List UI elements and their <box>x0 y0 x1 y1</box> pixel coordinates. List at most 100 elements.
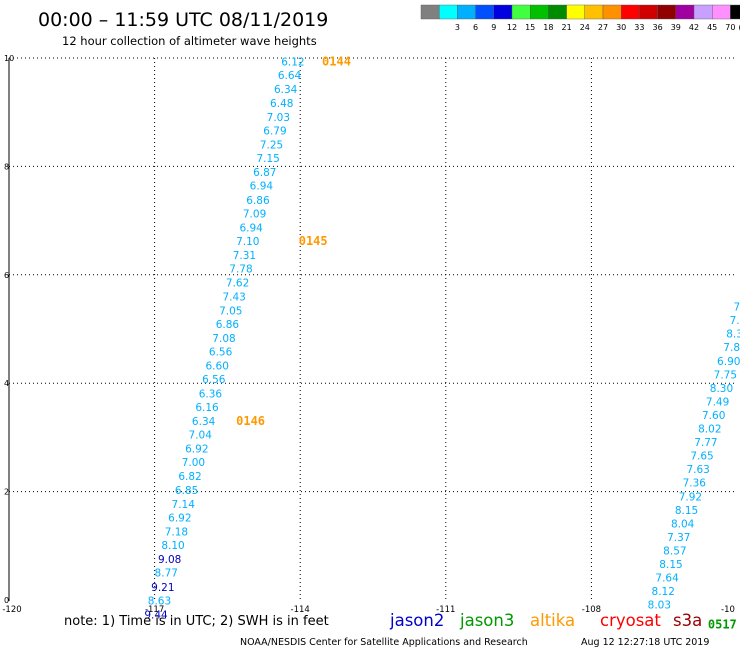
color-scale-swatch <box>457 4 476 20</box>
color-scale-label: 21 <box>562 23 572 32</box>
color-scale-label: 27 <box>598 23 608 32</box>
wave-height-point: 8.04 <box>671 518 695 530</box>
wave-height-point: 6.82 <box>178 471 201 483</box>
wave-height-point: 6.60 <box>206 361 229 373</box>
wave-height-point: 7.75 <box>714 369 737 381</box>
color-scale-swatch <box>602 4 622 20</box>
color-scale-swatch <box>420 4 440 20</box>
y-tick-label: 2 <box>4 488 9 497</box>
y-tick-label: 6 <box>4 271 9 280</box>
wave-height-point: 6.94 <box>239 222 263 234</box>
color-scale-swatch <box>621 4 640 20</box>
satellite-legend-entry: jason2 <box>389 611 444 630</box>
x-tick-label: -120 <box>2 605 21 615</box>
y-tick-label: 8 <box>4 162 9 171</box>
color-scale-label: 15 <box>525 23 535 32</box>
wave-height-point: 7.65 <box>690 451 713 463</box>
wave-height-point: 6.86 <box>216 319 240 331</box>
satellite-legend-entry: s3a <box>673 611 702 630</box>
x-tick-label: -111 <box>436 605 455 615</box>
grid <box>9 57 737 600</box>
wave-height-point: 7.5 <box>734 302 740 314</box>
axis-ticks: 0 2 4 6 8 10 -120 -117 -114 -111 -108 -10 <box>2 54 735 615</box>
x-tick-label: -10 <box>721 605 735 615</box>
wave-height-point: 9.08 <box>158 554 181 566</box>
wave-height-point: 7.05 <box>219 305 242 317</box>
wave-height-point: 6.16 <box>195 402 219 414</box>
wave-height-point: 7.10 <box>236 236 259 248</box>
color-scale-label: 30 <box>616 23 626 32</box>
wave-height-point: 7.77 <box>694 437 717 449</box>
wave-height-point: 6.12 <box>281 57 304 69</box>
wave-height-point: 7.5 <box>730 315 740 327</box>
color-scale-label: 3 <box>455 23 460 32</box>
wave-height-point: 6.56 <box>209 347 233 359</box>
wave-height-point: 7.25 <box>260 140 283 152</box>
footer-note: note: 1) Time is in UTC; 2) SWH is in fe… <box>64 614 329 629</box>
wave-height-point: 7.37 <box>667 532 690 544</box>
color-scale-swatch <box>439 4 458 20</box>
wave-height-point: 7.60 <box>702 410 725 422</box>
wave-height-point: 8.10 <box>161 540 184 552</box>
wave-height-point: 8.63 <box>148 595 171 607</box>
wave-height-point: 8.57 <box>663 545 686 557</box>
wave-height-point: 7.92 <box>679 491 702 503</box>
wave-height-point: 7.31 <box>233 250 256 262</box>
footer-credit: NOAA/NESDIS Center for Satellite Applica… <box>240 637 528 648</box>
color-scale-swatch <box>530 4 549 20</box>
wave-height-point: 6.86 <box>246 195 270 207</box>
wave-height-point: 8.30 <box>710 383 733 395</box>
satellite-legend-entry: cryosat <box>600 611 661 630</box>
wave-height-point: 7.04 <box>189 429 213 441</box>
color-scale-swatch <box>566 4 585 20</box>
wave-height-point: 7.36 <box>683 478 707 490</box>
wave-height-point: 8.3 <box>726 329 740 341</box>
wave-height-point: 6.79 <box>263 125 286 137</box>
wave-height-point: 7.00 <box>182 457 205 469</box>
color-scale-label: 6 <box>473 23 478 32</box>
color-scale-label: 9 <box>491 23 496 32</box>
wave-height-point: 8.03 <box>648 600 671 612</box>
footer-timestamp: Aug 12 12:27:18 UTC 2019 <box>581 637 709 648</box>
y-tick-label: 10 <box>4 54 14 63</box>
x-tick-label: -117 <box>145 605 164 615</box>
wave-height-point: 7.49 <box>706 396 729 408</box>
color-scale-swatch <box>712 4 731 20</box>
color-scale-label: 39 <box>671 23 681 32</box>
x-tick-label: -108 <box>582 605 601 615</box>
color-scale-swatch <box>730 4 740 20</box>
color-scale-swatch <box>584 4 604 20</box>
satellite-legend: jason2 jason3 altika cryosat s3a <box>389 611 702 630</box>
x-tick-label: -114 <box>291 605 310 615</box>
chart-title: 00:00 – 11:59 UTC 08/11/2019 <box>38 9 328 31</box>
data-marks: 6.126.64 6.34 6.48 7.036.79 7.257.15 6.87 6.94… <box>144 55 740 632</box>
color-scale-label: 70 <box>725 23 735 32</box>
wave-height-point: 7.08 <box>212 333 235 345</box>
color-scale-label: 12 <box>507 23 517 32</box>
wave-height-point: 8.77 <box>155 568 178 580</box>
wave-height-point: 7.62 <box>226 278 249 290</box>
wave-height-point: 7.64 <box>655 573 679 585</box>
color-scale-unit: (ft) <box>739 23 740 32</box>
wave-height-point: 9.21 <box>151 582 174 594</box>
wave-height-point: 6.34 <box>192 416 216 428</box>
wave-height-point: 7.63 <box>686 464 709 476</box>
wave-height-point: 6.48 <box>270 98 293 110</box>
wave-height-point: 8.12 <box>652 586 675 598</box>
color-scale-swatch <box>639 4 658 20</box>
pass-time-label: 0144 <box>322 55 351 69</box>
y-tick-label: 0 <box>4 596 9 605</box>
wave-height-point: 6.34 <box>274 84 298 96</box>
wave-height-point: 6.92 <box>168 512 191 524</box>
wave-height-point: 7.09 <box>243 208 266 220</box>
wave-height-point: 6.94 <box>250 181 274 193</box>
color-scale-swatch <box>475 4 495 20</box>
color-scale-swatch <box>693 4 713 20</box>
wave-height-point: 6.64 <box>278 70 302 82</box>
wave-height-point: 8.15 <box>659 559 682 571</box>
pass-time-label: 0517 <box>708 618 737 632</box>
satellite-legend-entry: altika <box>530 611 575 630</box>
wave-height-point: 8.15 <box>675 505 698 517</box>
